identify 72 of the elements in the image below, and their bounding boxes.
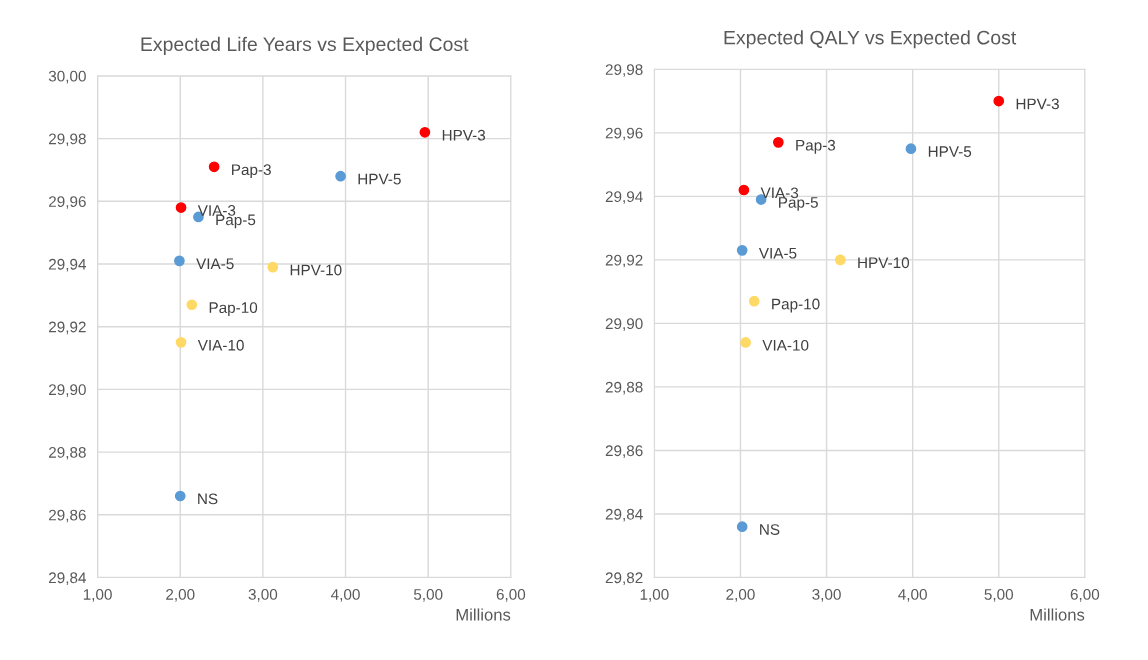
- x-tick-label: 5,00: [413, 589, 443, 602]
- chart-title: Expected Life Years vs Expected Cost: [141, 36, 469, 55]
- chart-title: Expected QALY vs Expected Cost: [724, 30, 1017, 49]
- annotation: Pap-10: [772, 298, 820, 313]
- y-tick-label: 29,84: [49, 572, 87, 585]
- annotation: HPV-3: [442, 129, 486, 141]
- point: [736, 521, 748, 533]
- y-tick-label: 29,90: [49, 384, 86, 397]
- y-tick-label: 29,94: [49, 258, 87, 272]
- y-tick-label: 29,92: [49, 321, 86, 335]
- x-tick-label: 2,00: [166, 589, 195, 602]
- x-tick-label: 6,00: [1070, 589, 1100, 602]
- y-tick-label: 29,96: [49, 196, 86, 209]
- annotation: Pap-5: [216, 214, 256, 229]
- annotation: Pap-3: [232, 164, 271, 179]
- x-tick-label: 4,00: [898, 589, 927, 602]
- y-tick-label: 29,98: [49, 133, 86, 147]
- annotation: VIA-3: [197, 205, 236, 216]
- y-tick-label: 29,96: [605, 127, 643, 141]
- point: [834, 254, 846, 266]
- point: [738, 184, 750, 196]
- point: [736, 244, 748, 256]
- annotation: HPV-5: [928, 146, 972, 157]
- x-tick-label: 3,00: [812, 589, 841, 602]
- annotation: VIA-3: [760, 187, 799, 199]
- point: [186, 299, 198, 311]
- y-tick-label: 29,82: [605, 572, 643, 585]
- x-axis-title: Millions: [1030, 608, 1085, 621]
- annotation: Pap-10: [209, 302, 258, 317]
- annotation: NS: [198, 493, 218, 505]
- annotation: Pap-5: [779, 197, 818, 211]
- y-tick-label: 29,84: [605, 508, 643, 522]
- point: [174, 255, 185, 267]
- annotation: VIA-5: [196, 258, 234, 270]
- point: [993, 95, 1005, 107]
- annotation: Pap-3: [796, 139, 836, 154]
- x-tick-label: 5,00: [984, 589, 1014, 602]
- annotation: VIA-10: [762, 339, 809, 351]
- point: [748, 295, 760, 307]
- annotation: VIA-10: [197, 339, 244, 351]
- point: [174, 490, 186, 502]
- y-tick-label: 29,88: [605, 381, 643, 395]
- annotation: VIA-5: [758, 247, 797, 259]
- point: [267, 261, 279, 273]
- y-tick-label: 30,00: [48, 70, 86, 84]
- x-tick-label: 1,00: [83, 589, 112, 602]
- point: [419, 126, 431, 138]
- x-tick-label: 3,00: [248, 589, 278, 602]
- point: [175, 202, 187, 213]
- annotation: HPV-5: [358, 173, 401, 185]
- point: [740, 337, 751, 348]
- x-tick-label: 4,00: [331, 589, 360, 602]
- y-tick-label: 29,86: [49, 509, 86, 523]
- point: [175, 337, 187, 348]
- y-tick-label: 29,88: [49, 446, 86, 460]
- y-tick-label: 29,90: [605, 318, 643, 331]
- point: [772, 137, 784, 148]
- annotation: HPV-10: [858, 257, 910, 269]
- y-tick-label: 29,98: [605, 64, 643, 77]
- x-tick-label: 6,00: [496, 589, 526, 602]
- annotation: HPV-10: [290, 264, 342, 276]
- point: [335, 170, 346, 182]
- point: [208, 161, 220, 173]
- y-tick-label: 29,86: [605, 445, 643, 458]
- annotation: NS: [760, 524, 780, 535]
- x-axis-title: Millions: [456, 608, 511, 621]
- point: [905, 143, 917, 155]
- x-tick-label: 1,00: [640, 589, 669, 602]
- x-tick-label: 2,00: [726, 589, 755, 602]
- y-tick-label: 29,94: [605, 191, 643, 204]
- annotation: HPV-3: [1016, 98, 1059, 110]
- y-tick-label: 29,92: [605, 254, 643, 268]
